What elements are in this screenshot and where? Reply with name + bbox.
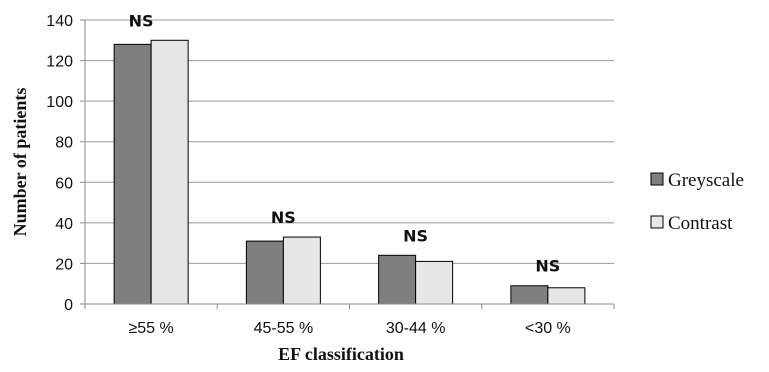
legend-swatch-contrast — [650, 215, 664, 229]
y-tick-label: 80 — [55, 135, 73, 152]
significance-label: NS — [271, 208, 296, 227]
bar-contrast — [415, 260, 454, 305]
significance-label: NS — [129, 11, 154, 30]
significance-label: NS — [535, 257, 560, 276]
legend-label-contrast: Contrast — [668, 213, 733, 234]
bar-greyscale — [113, 43, 152, 305]
legend: Greyscale Contrast — [650, 170, 744, 234]
y-tick-label: 100 — [46, 94, 73, 111]
y-tick-label: 60 — [55, 175, 73, 192]
bar-greyscale — [378, 254, 417, 305]
bar-contrast — [150, 39, 189, 305]
bars — [113, 39, 586, 305]
bar-greyscale — [245, 240, 284, 305]
legend-swatch-greyscale — [650, 172, 664, 186]
x-tick-label: <30 % — [525, 320, 571, 337]
y-tick-label: 120 — [46, 54, 73, 71]
y-axis-label: Number of patients — [10, 88, 30, 237]
labels: 0 20 40 60 80 100 120 140 ≥55 % NS 45-55 % NS 30-44 … — [46, 11, 570, 337]
bar-contrast — [547, 287, 586, 305]
y-tick-label: 40 — [55, 216, 73, 233]
bar-contrast — [282, 236, 321, 305]
legend-label-greyscale: Greyscale — [668, 170, 744, 191]
x-tick-label: ≥55 % — [129, 320, 174, 337]
axes — [80, 19, 615, 309]
bar-greyscale — [510, 285, 549, 305]
x-tick-label: 30-44 % — [386, 320, 446, 337]
x-tick-label: 45-55 % — [254, 320, 314, 337]
y-tick-label: 0 — [64, 297, 73, 314]
significance-label: NS — [403, 226, 428, 245]
y-tick-label: 140 — [46, 13, 73, 30]
y-tick-label: 20 — [55, 256, 73, 273]
x-axis-label: EF classification — [278, 344, 404, 364]
